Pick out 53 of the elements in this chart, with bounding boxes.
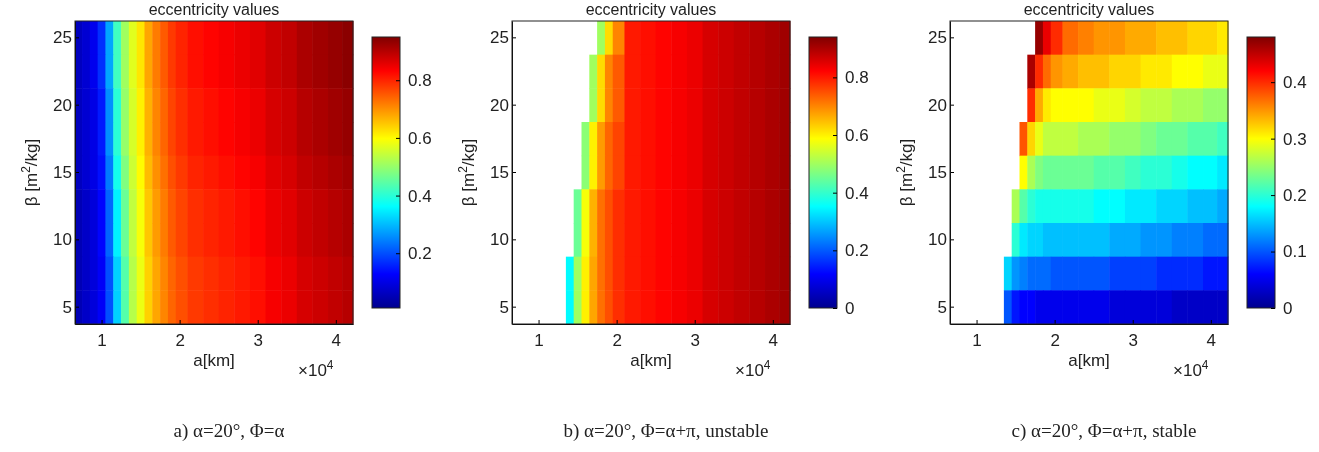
y-tick-label: 15 xyxy=(490,162,509,182)
chart-title: eccentricity values xyxy=(1023,1,1155,18)
text: ×10$^{4}$ xyxy=(1173,358,1209,380)
color-bar-label: 0.1 xyxy=(1283,242,1307,262)
color-bar-label: 0 xyxy=(845,298,855,318)
y-tick-label: 25 xyxy=(490,28,509,48)
y-tick-label: 5 xyxy=(937,297,947,317)
y-tick-label: 15 xyxy=(928,162,947,182)
y-tick-label: 5 xyxy=(499,297,509,317)
color-bar-label: 0 xyxy=(1283,298,1293,318)
text: ×10$^{4}$ xyxy=(735,358,771,380)
x-tick-label: 3 xyxy=(1128,330,1138,350)
y-tick-label: 10 xyxy=(490,230,509,250)
x-axis-title: a[km] xyxy=(1068,351,1110,370)
color-bar-label: 0.4 xyxy=(845,183,869,203)
text: c) α=20°, Φ=α+π, stable xyxy=(1011,420,1197,442)
y-tick-label: 10 xyxy=(53,230,72,250)
chart-title: eccentricity values xyxy=(148,1,280,18)
color-bar-label: 0.2 xyxy=(1283,186,1307,206)
color-bar-label: 0.6 xyxy=(408,128,432,148)
color-bar-label: 0.2 xyxy=(845,241,869,261)
y-tick-label: 5 xyxy=(62,297,72,317)
x-tick-label: 2 xyxy=(175,330,185,350)
color-bar-label: 0.4 xyxy=(408,186,432,206)
color-bar-label: 0.2 xyxy=(408,244,432,264)
text: ×10$^{4}$ xyxy=(298,358,334,380)
x-tick-label: 2 xyxy=(612,330,622,350)
x-tick-label: 1 xyxy=(97,330,107,350)
x-tick-label: 3 xyxy=(253,330,263,350)
x-tick-label: 4 xyxy=(331,330,342,350)
y-tick-label: 20 xyxy=(53,95,72,115)
y-tick-label: 20 xyxy=(928,95,947,115)
x-tick-label: 4 xyxy=(1206,330,1217,350)
color-bar-label: 0.8 xyxy=(408,71,432,91)
y-tick-label: 15 xyxy=(53,162,72,182)
x-tick-label: 4 xyxy=(768,330,779,350)
x-axis-title: a[km] xyxy=(630,351,672,370)
text: a) α=20°, Φ=α xyxy=(173,420,285,442)
chart-title: eccentricity values xyxy=(585,1,717,18)
text: b) α=20°, Φ=α+π, unstable xyxy=(563,420,769,442)
x-tick-label: 1 xyxy=(972,330,982,350)
y-tick-label: 20 xyxy=(490,95,509,115)
color-bar-label: 0.8 xyxy=(845,68,869,88)
y-tick-label: 10 xyxy=(928,230,947,250)
x-tick-label: 1 xyxy=(534,330,544,350)
x-axis-title: a[km] xyxy=(193,351,235,370)
y-tick-label: 25 xyxy=(928,28,947,48)
x-tick-label: 3 xyxy=(690,330,700,350)
y-tick-label: 25 xyxy=(53,28,72,48)
color-bar-label: 0.6 xyxy=(845,125,869,145)
x-tick-label: 2 xyxy=(1050,330,1060,350)
color-bar-label: 0.4 xyxy=(1283,73,1307,93)
color-bar-label: 0.3 xyxy=(1283,129,1307,149)
